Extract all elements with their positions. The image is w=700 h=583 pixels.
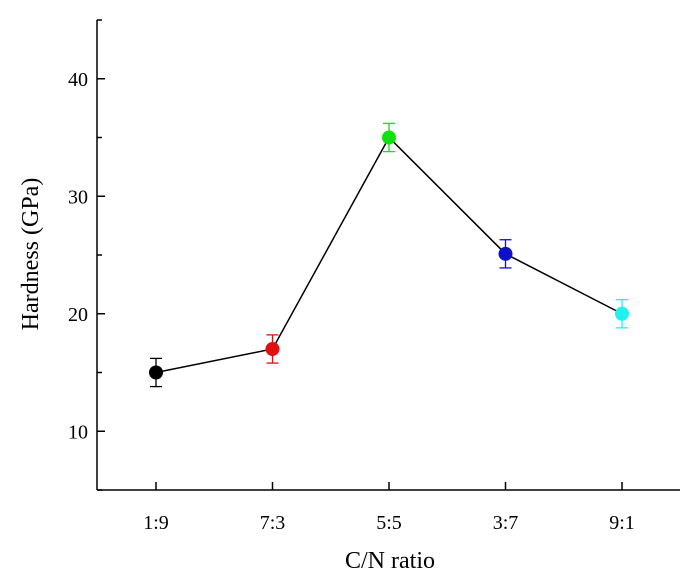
y-axis-title: Hardness (GPa)	[18, 178, 44, 331]
y-tick-label: 10	[68, 421, 88, 443]
x-tick-label: 3:7	[493, 512, 519, 534]
data-point	[265, 342, 280, 356]
data-point-group	[265, 334, 280, 364]
x-tick-label: 1:9	[143, 512, 169, 534]
x-tick-label: 9:1	[609, 512, 635, 534]
data-point	[382, 130, 396, 145]
y-axis: 10 20 30 40	[68, 19, 105, 491]
plot-frame	[96, 20, 680, 491]
x-axis-title: C/N ratio	[345, 548, 435, 574]
data-point-group	[149, 357, 163, 388]
x-axis: 1:9 7:3 5:5 3:7 9:1	[143, 482, 635, 534]
data-point	[149, 365, 163, 380]
series	[149, 122, 629, 388]
data-point-group	[498, 239, 513, 269]
data-point-group	[615, 298, 629, 329]
data-point-group	[382, 122, 396, 153]
y-tick-label: 40	[68, 69, 88, 91]
y-tick-label: 20	[68, 304, 88, 326]
series-line	[155, 136, 623, 374]
x-tick-label: 5:5	[376, 512, 402, 534]
y-tick-label: 30	[68, 186, 88, 208]
data-point	[498, 246, 513, 261]
data-point	[615, 306, 629, 321]
x-tick-label: 7:3	[260, 512, 286, 534]
